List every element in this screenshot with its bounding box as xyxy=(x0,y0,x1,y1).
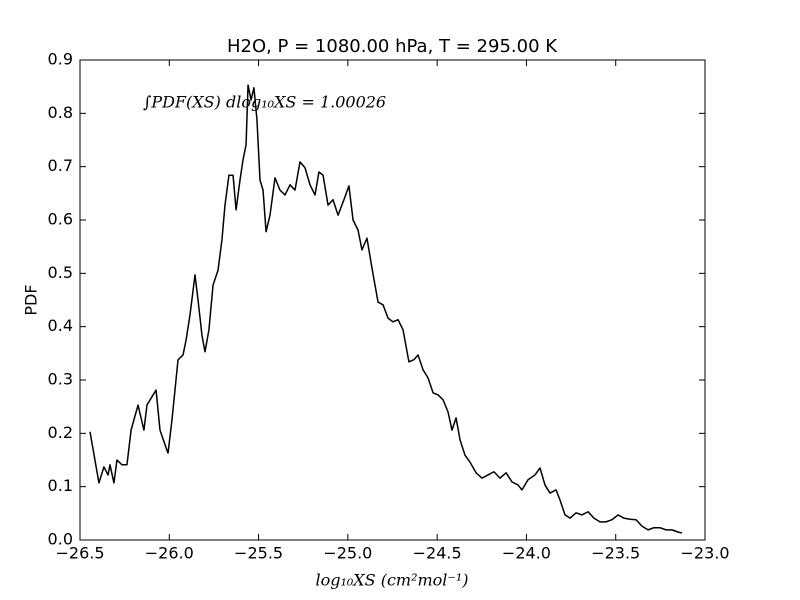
y-tick-label: 0.5 xyxy=(48,263,73,282)
x-tick-label: −26.0 xyxy=(145,544,194,563)
x-tick-label: −24.5 xyxy=(413,544,462,563)
x-tick-label: −25.5 xyxy=(234,544,283,563)
x-tick-label: −24.0 xyxy=(502,544,551,563)
y-tick-label: 0.8 xyxy=(48,103,73,122)
chart-title: H2O, P = 1080.00 hPa, T = 295.00 K xyxy=(227,36,558,57)
y-axis-label: PDF xyxy=(22,284,41,315)
x-tick-label: −23.5 xyxy=(591,544,640,563)
x-axis-label: log₁₀XS (cm²mol⁻¹) xyxy=(315,571,468,590)
y-tick-label: 0.1 xyxy=(48,476,73,495)
x-tick-label: −23.0 xyxy=(680,544,729,563)
y-tick-label: 0.2 xyxy=(48,423,73,442)
plot-frame xyxy=(79,59,706,541)
y-tick-label: 0.3 xyxy=(48,370,73,389)
y-tick-label: 0.7 xyxy=(48,156,73,175)
y-tick-label: 0.9 xyxy=(48,50,73,69)
x-tick-label: −25.0 xyxy=(323,544,372,563)
y-tick-label: 0.4 xyxy=(48,316,73,335)
y-tick-label: 0.6 xyxy=(48,210,73,229)
x-tick-label: −26.5 xyxy=(55,544,104,563)
data-line xyxy=(89,84,683,534)
y-tick-label: 0.0 xyxy=(48,530,73,549)
annotation: ∫PDF(XS) dlog₁₀XS = 1.00026 xyxy=(143,93,386,112)
